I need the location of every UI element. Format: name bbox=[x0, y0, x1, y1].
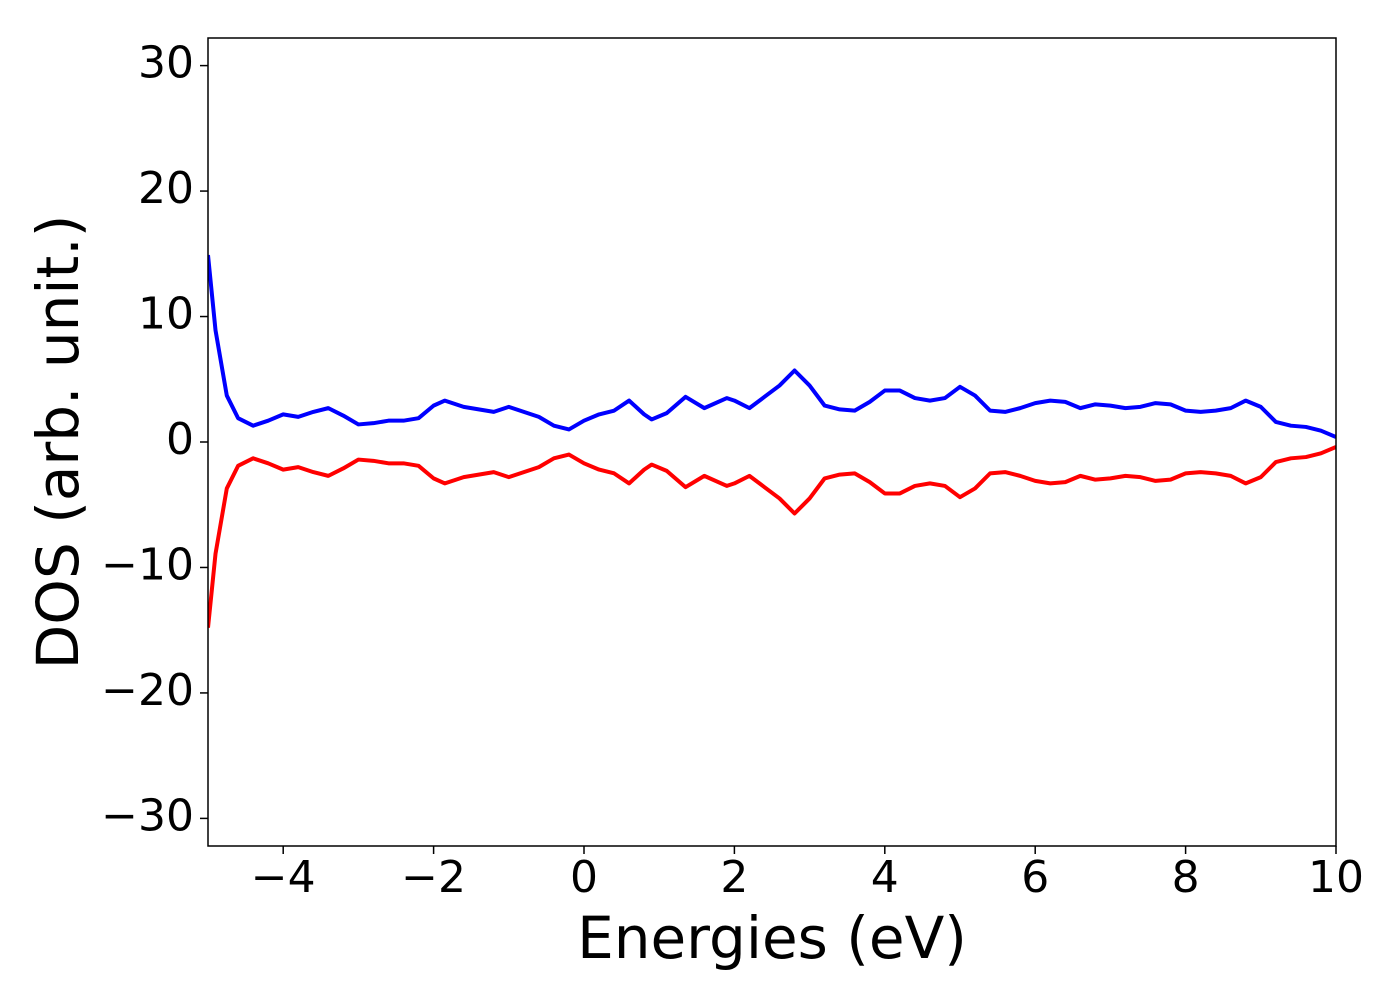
y-tick-label: 30 bbox=[138, 38, 194, 89]
y-axis-title: DOS (arb. unit.) bbox=[24, 215, 92, 670]
y-tick-label: 0 bbox=[166, 414, 194, 465]
x-tick-label: −2 bbox=[401, 852, 466, 903]
series-line bbox=[208, 254, 1336, 439]
y-tick-label: −10 bbox=[101, 539, 194, 590]
x-tick-label: 2 bbox=[720, 852, 748, 903]
x-axis-title: Energies (eV) bbox=[577, 904, 967, 972]
plot-frame bbox=[207, 37, 1337, 847]
x-tick-label: −4 bbox=[251, 852, 316, 903]
x-tick-label: 4 bbox=[871, 852, 899, 903]
x-tick-label: 8 bbox=[1172, 852, 1200, 903]
y-tick-label: 10 bbox=[138, 289, 194, 340]
y-tick-label: −30 bbox=[101, 790, 194, 841]
y-tick-label: 20 bbox=[138, 163, 194, 214]
x-tick-label: 0 bbox=[570, 852, 598, 903]
x-tick-label: 6 bbox=[1021, 852, 1049, 903]
series-line bbox=[208, 445, 1336, 628]
x-tick-label: 10 bbox=[1308, 852, 1364, 903]
y-tick-label: −20 bbox=[101, 665, 194, 716]
